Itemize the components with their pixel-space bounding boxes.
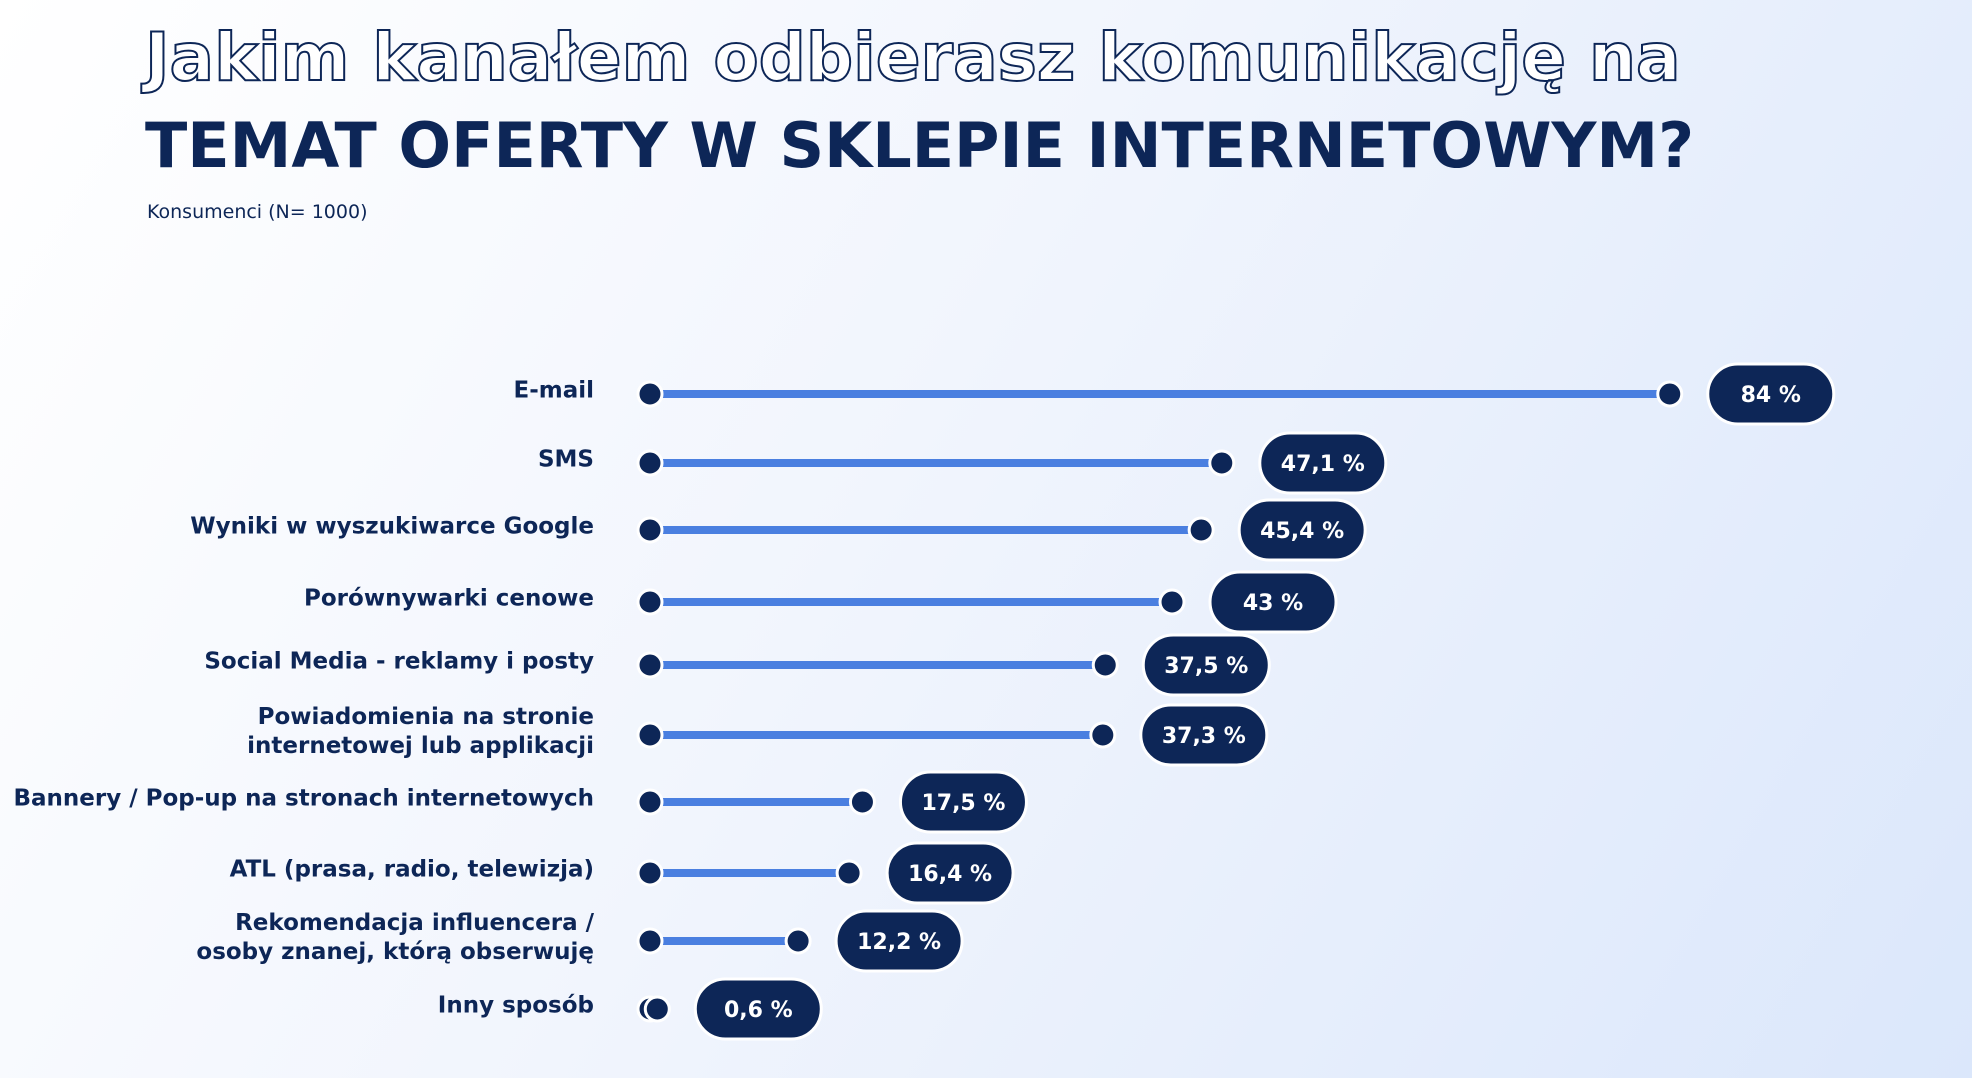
title-line: Jakim kanałem odbierasz komunikację na (141, 19, 1681, 96)
subtitle: Konsumenci (N= 1000) (147, 201, 367, 223)
category-label: ATL (prasa, radio, telewizja) (229, 856, 594, 883)
category-label: E-mail (513, 377, 594, 404)
category-label: Bannery / Pop-up na stronach internetowy… (13, 785, 594, 812)
end-dot (784, 927, 812, 955)
end-dot (1091, 651, 1119, 679)
value-pill (885, 841, 1015, 905)
category-label: Rekomendacja influencera / osoby znanej,… (196, 910, 594, 965)
category-label: Powiadomienia na stronie internetowej lu… (247, 704, 594, 759)
start-dot (636, 927, 664, 955)
end-dot (1187, 516, 1215, 544)
value-pill (898, 770, 1028, 834)
start-dot (636, 380, 664, 408)
end-dot (848, 788, 876, 816)
category-label: Wyniki w wyszukiwarce Google (190, 513, 594, 540)
value-label: 0,6 % (724, 998, 793, 1023)
start-dot (636, 449, 664, 477)
end-dot (1656, 380, 1684, 408)
end-dot (1208, 449, 1236, 477)
value-label: 43 % (1243, 591, 1303, 616)
category-label: Social Media - reklamy i posty (204, 648, 594, 675)
value-pill (1139, 703, 1269, 767)
category-label: SMS (537, 446, 594, 473)
start-dot (636, 516, 664, 544)
end-dot (1089, 721, 1117, 749)
start-dot (636, 721, 664, 749)
value-label: 12,2 % (857, 930, 941, 955)
start-dot (636, 788, 664, 816)
end-dot (835, 859, 863, 887)
value-label: 45,4 % (1260, 519, 1344, 544)
category-label: Inny sposób (437, 992, 594, 1019)
value-label: 37,3 % (1162, 724, 1246, 749)
value-pill (834, 909, 964, 973)
start-dot (636, 651, 664, 679)
value-pill (693, 977, 823, 1041)
title-line: TEMAT OFERTY W SKLEPIE INTERNETOWYM? (145, 109, 1694, 182)
end-dot (643, 995, 671, 1023)
value-label: 37,5 % (1164, 654, 1248, 679)
value-label: 17,5 % (921, 791, 1005, 816)
start-dot (636, 588, 664, 616)
value-label: 16,4 % (908, 862, 992, 887)
value-pill (1237, 498, 1367, 562)
category-label: Porównywarki cenowe (304, 585, 594, 612)
value-pill (1141, 633, 1271, 697)
value-label: 47,1 % (1281, 452, 1365, 477)
start-dot (636, 859, 664, 887)
value-pill (1706, 362, 1836, 426)
value-label: 84 % (1741, 383, 1801, 408)
value-pill (1208, 570, 1338, 634)
value-pill (1258, 431, 1388, 495)
end-dot (1158, 588, 1186, 616)
